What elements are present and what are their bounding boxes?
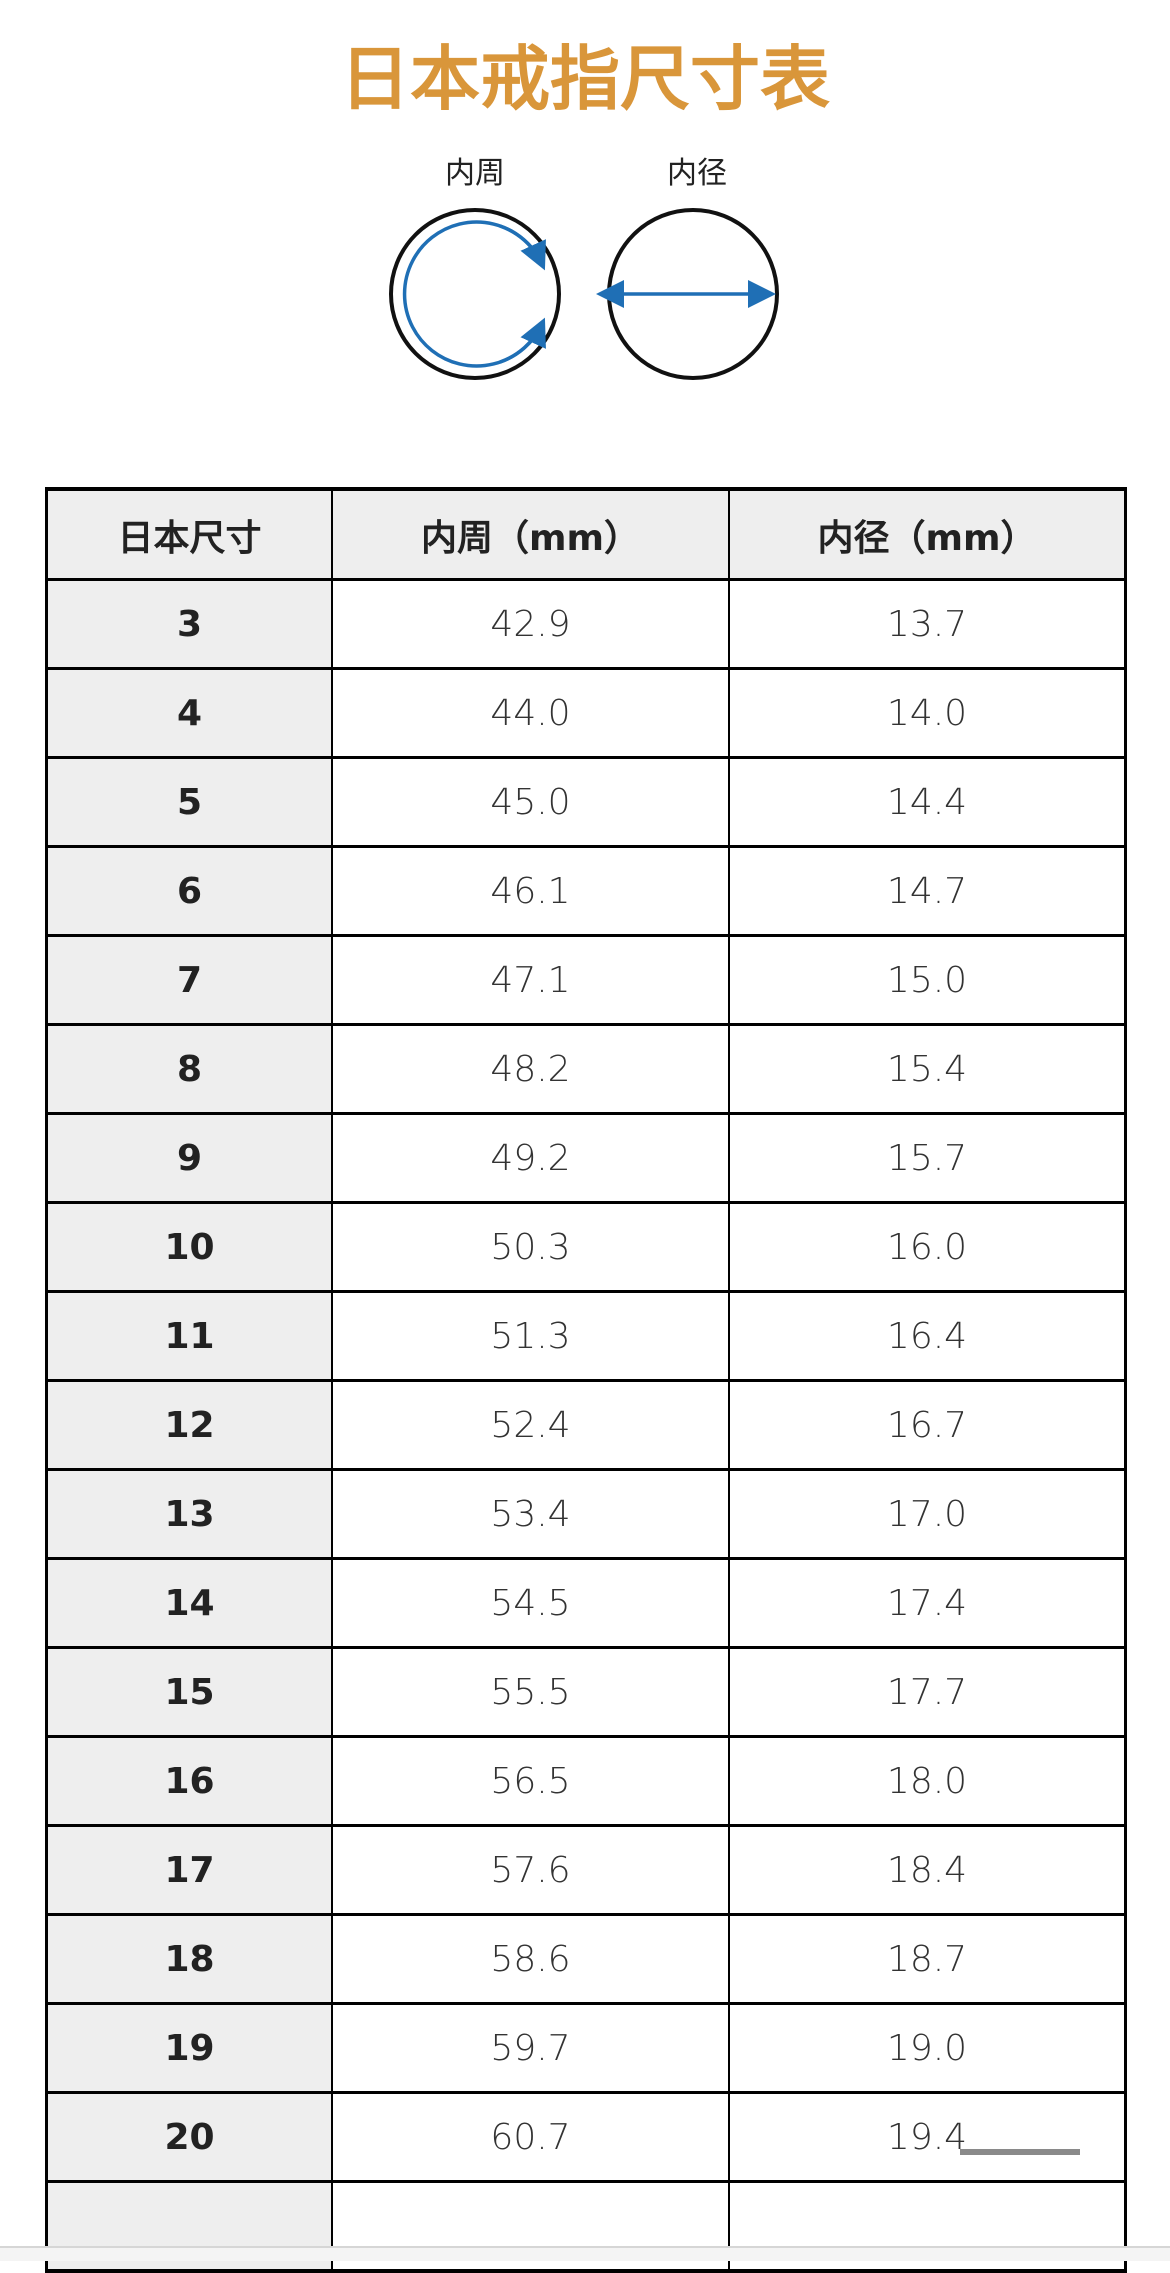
cell-diameter: 18.4 xyxy=(728,1824,1126,1916)
arrow-icon xyxy=(499,317,546,364)
cell-jp-size: 17 xyxy=(46,1824,333,1916)
circumference-label: 内周 xyxy=(445,156,505,191)
table-row: 17 57.6 18.4 xyxy=(46,1824,1126,1916)
cell-jp-size: 6 xyxy=(46,845,333,937)
table-row: 10 50.3 16.0 xyxy=(46,1201,1126,1293)
cell-jp-size: 18 xyxy=(46,1913,333,2005)
table-row: 5 45.0 14.4 xyxy=(46,756,1126,848)
table-row: 4 44.0 14.0 xyxy=(46,667,1126,759)
cell-jp-size: 14 xyxy=(46,1557,333,1649)
table-row: 15 55.5 17.7 xyxy=(46,1646,1126,1738)
cell-jp-size: 15 xyxy=(46,1646,333,1738)
cell-jp-size: 8 xyxy=(46,1023,333,1115)
cell-diameter: 14.7 xyxy=(728,845,1126,937)
table-row: 11 51.3 16.4 xyxy=(46,1290,1126,1382)
table-row: 18 58.6 18.7 xyxy=(46,1913,1126,2005)
scrollbar[interactable] xyxy=(960,2149,1080,2155)
cell-circumference: 54.5 xyxy=(331,1557,730,1649)
cell-circumference: 59.7 xyxy=(331,2002,730,2094)
cell-circumference: 51.3 xyxy=(331,1290,730,1382)
table-row: 14 54.5 17.4 xyxy=(46,1557,1126,1649)
table-row: 13 53.4 17.0 xyxy=(46,1468,1126,1560)
cell-jp-size: 19 xyxy=(46,2002,333,2094)
diameter-ring-icon xyxy=(596,208,779,380)
cell-diameter: 17.4 xyxy=(728,1557,1126,1649)
cell-jp-size: 16 xyxy=(46,1735,333,1827)
cell-circumference: 58.6 xyxy=(331,1913,730,2005)
cell-diameter: 15.0 xyxy=(728,934,1126,1026)
cell-diameter: 15.4 xyxy=(728,1023,1126,1115)
cell-jp-size: 12 xyxy=(46,1379,333,1471)
circumference-arrow-outline xyxy=(402,220,544,368)
cell-diameter: 17.0 xyxy=(728,1468,1126,1560)
ring-size-table: 日本尺寸 内周（mm） 内径（mm） 3 42.9 13.7 4 44.0 14.0 5 45… xyxy=(46,488,1126,2272)
cell-diameter: 15.7 xyxy=(728,1112,1126,1204)
table-row: 19 59.7 19.0 xyxy=(46,2002,1126,2094)
cell-circumference: 49.2 xyxy=(331,1112,730,1204)
cell-jp-size: 5 xyxy=(46,756,333,848)
cell-diameter: 16.4 xyxy=(728,1290,1126,1382)
cell-diameter: 13.7 xyxy=(728,578,1126,670)
table-row: 8 48.2 15.4 xyxy=(46,1023,1126,1115)
cell-circumference: 44.0 xyxy=(331,667,730,759)
cell-jp-size: 7 xyxy=(46,934,333,1026)
cell-diameter: 19.0 xyxy=(728,2002,1126,2094)
cell-jp-size: 20 xyxy=(46,2091,333,2183)
diameter-label: 内径 xyxy=(667,156,727,191)
cell-diameter: 16.7 xyxy=(728,1379,1126,1471)
table-row: 3 42.9 13.7 xyxy=(46,578,1126,670)
cell-diameter: 16.0 xyxy=(728,1201,1126,1293)
cell-circumference: 42.9 xyxy=(331,578,730,670)
cell-circumference: 50.3 xyxy=(331,1201,730,1293)
table-row: 9 49.2 15.7 xyxy=(46,1112,1126,1204)
header-jp-size: 日本尺寸 xyxy=(46,488,333,581)
ring-measure-diagram xyxy=(389,208,779,380)
cell-circumference: 53.4 xyxy=(331,1468,730,1560)
cell-diameter: 17.7 xyxy=(728,1646,1126,1738)
circumference-ring-icon xyxy=(389,208,561,380)
page-title: 日本戒指尺寸表 xyxy=(340,38,830,120)
table-row: 16 56.5 18.0 xyxy=(46,1735,1126,1827)
table-header-row: 日本尺寸 内周（mm） 内径（mm） xyxy=(46,488,1126,581)
cell-circumference: 52.4 xyxy=(331,1379,730,1471)
cell-jp-size: 13 xyxy=(46,1468,333,1560)
cell-diameter: 18.0 xyxy=(728,1735,1126,1827)
cell-diameter: 14.0 xyxy=(728,667,1126,759)
table-row: 12 52.4 16.7 xyxy=(46,1379,1126,1471)
cell-diameter: 14.4 xyxy=(728,756,1126,848)
cell-circumference: 60.7 xyxy=(331,2091,730,2183)
cell-jp-size: 11 xyxy=(46,1290,333,1382)
cell-circumference: 55.5 xyxy=(331,1646,730,1738)
arrow-icon xyxy=(499,224,546,271)
cell-jp-size: 4 xyxy=(46,667,333,759)
cell-circumference: 56.5 xyxy=(331,1735,730,1827)
header-diameter: 内径（mm） xyxy=(728,488,1126,581)
browser-bottom-bar xyxy=(0,2246,1170,2261)
cell-circumference: 57.6 xyxy=(331,1824,730,1916)
table-row: 20 60.7 19.4 xyxy=(46,2091,1126,2183)
cell-circumference: 47.1 xyxy=(331,934,730,1026)
table-row: 6 46.1 14.7 xyxy=(46,845,1126,937)
cell-diameter: 18.7 xyxy=(728,1913,1126,2005)
cell-diameter: 19.4 xyxy=(728,2091,1126,2183)
cell-circumference: 46.1 xyxy=(331,845,730,937)
table-row: 7 47.1 15.0 xyxy=(46,934,1126,1026)
cell-jp-size: 3 xyxy=(46,578,333,670)
cell-jp-size: 9 xyxy=(46,1112,333,1204)
cell-jp-size: 10 xyxy=(46,1201,333,1293)
cell-circumference: 48.2 xyxy=(331,1023,730,1115)
cell-circumference: 45.0 xyxy=(331,756,730,848)
header-circumference: 内周（mm） xyxy=(331,488,730,581)
